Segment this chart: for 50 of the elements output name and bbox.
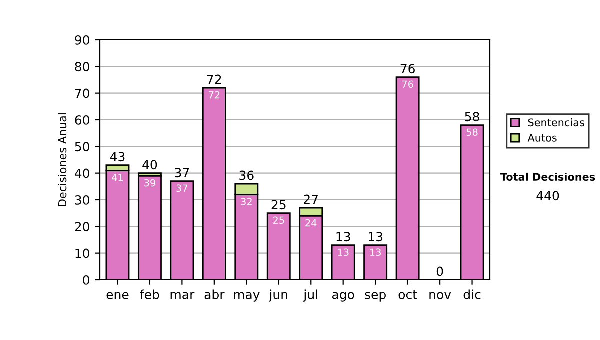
x-tick-label: dic — [464, 290, 481, 300]
data-label: 37 — [176, 184, 188, 192]
legend-label: Sentencias — [528, 118, 584, 127]
x-tick-label: sep — [365, 292, 386, 302]
total-label: 25 — [272, 200, 286, 210]
y-tick-label: 0 — [83, 275, 90, 285]
total-label: 36 — [240, 170, 254, 180]
y-tick-label: 80 — [75, 62, 90, 72]
x-tick-label: ago — [332, 292, 354, 302]
legend-label: Autos — [528, 134, 557, 142]
y-tick-label: 10 — [76, 248, 90, 258]
data-label: 76 — [402, 80, 414, 88]
x-tick-label: nov — [430, 292, 452, 300]
x-tick-label: mar — [170, 292, 195, 300]
total-label: 72 — [207, 74, 222, 84]
total-label: 58 — [465, 112, 480, 122]
y-tick-label: 30 — [75, 195, 90, 205]
data-label: 25 — [273, 216, 284, 224]
y-tick-label: 90 — [75, 35, 90, 45]
total-label: 43 — [110, 152, 125, 162]
total-label: 37 — [175, 168, 190, 178]
x-tick-label: oct — [398, 290, 418, 300]
data-label: 58 — [466, 128, 478, 136]
total-label: 27 — [304, 194, 318, 204]
y-tick-label: 50 — [75, 142, 90, 152]
text: Total Decisiones — [500, 172, 596, 182]
data-label: 13 — [338, 248, 349, 256]
total-label: 76 — [400, 64, 415, 74]
total-label: 40 — [142, 160, 158, 170]
x-tick-label: ene — [106, 292, 129, 300]
x-tick-label: jun — [269, 290, 288, 302]
x-tick-label: jul — [303, 290, 318, 302]
x-tick-label: feb — [140, 290, 160, 300]
x-tick-label: abr — [204, 290, 225, 300]
data-label: 24 — [306, 219, 317, 227]
total-label: 13 — [336, 232, 350, 242]
y-tick-label: 20 — [75, 222, 90, 232]
data-label: 39 — [144, 179, 156, 187]
text: 440 — [536, 191, 560, 201]
data-label: 32 — [241, 198, 252, 206]
data-label: 41 — [112, 174, 124, 182]
y-tick-label: 60 — [75, 115, 90, 125]
y-axis-title: Decisiones Anual — [58, 114, 67, 206]
total-label: 0 — [436, 266, 444, 276]
x-tick-label: may — [234, 292, 260, 302]
data-label: 13 — [370, 248, 381, 256]
y-tick-label: 40 — [74, 168, 90, 178]
y-tick-label: 70 — [75, 88, 90, 98]
total-label: 13 — [369, 232, 383, 242]
data-label: 72 — [209, 91, 220, 99]
